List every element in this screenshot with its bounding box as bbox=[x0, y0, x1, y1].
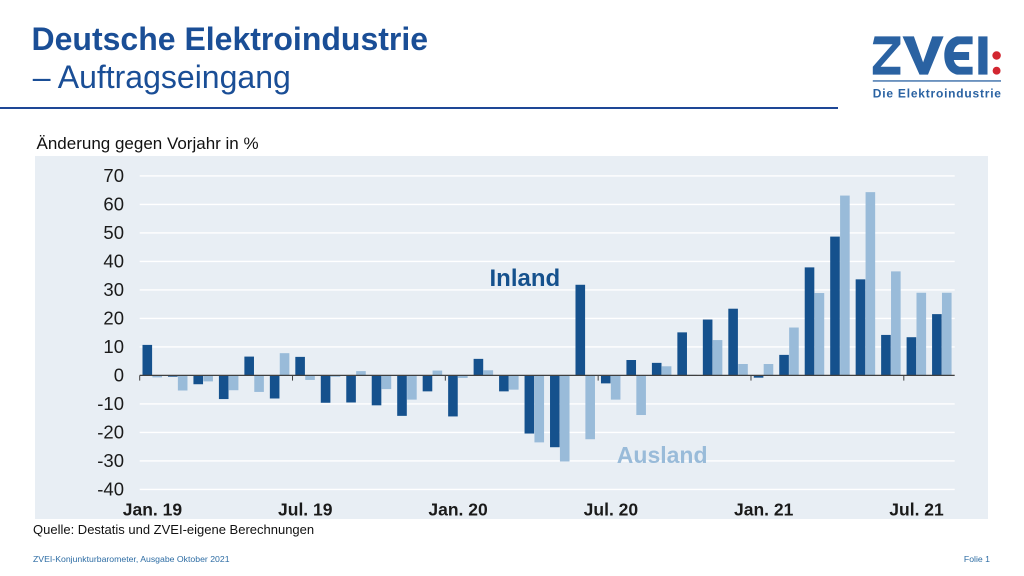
svg-text:-20: -20 bbox=[97, 422, 124, 443]
svg-text:60: 60 bbox=[103, 194, 124, 215]
svg-text:Inland: Inland bbox=[490, 265, 561, 292]
svg-text:40: 40 bbox=[103, 251, 124, 272]
svg-text:Jul. 21: Jul. 21 bbox=[889, 499, 944, 519]
svg-text:-30: -30 bbox=[97, 450, 124, 471]
svg-text:30: 30 bbox=[103, 279, 124, 300]
svg-text:Die Elektroindustrie: Die Elektroindustrie bbox=[873, 86, 1002, 98]
svg-text:-40: -40 bbox=[97, 479, 124, 500]
svg-text:Ausland: Ausland bbox=[617, 442, 708, 468]
svg-text:Jul. 19: Jul. 19 bbox=[278, 499, 333, 519]
svg-text:Jan. 20: Jan. 20 bbox=[428, 499, 488, 519]
svg-text:-10: -10 bbox=[97, 393, 124, 414]
svg-text:0: 0 bbox=[114, 365, 124, 386]
svg-text:70: 70 bbox=[103, 165, 124, 186]
svg-text:20: 20 bbox=[103, 308, 124, 329]
svg-text:Jul. 20: Jul. 20 bbox=[584, 499, 639, 519]
svg-text:Jan. 21: Jan. 21 bbox=[734, 499, 794, 519]
svg-text:50: 50 bbox=[103, 222, 124, 243]
svg-text:10: 10 bbox=[103, 336, 124, 357]
svg-text:Jan. 19: Jan. 19 bbox=[123, 499, 183, 519]
